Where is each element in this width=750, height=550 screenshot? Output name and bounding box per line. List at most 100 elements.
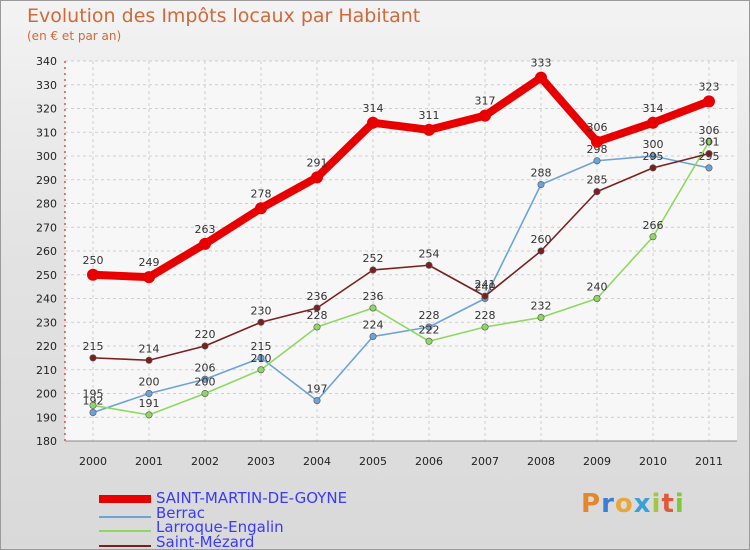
data-point [311, 171, 323, 184]
data-label: 300 [643, 138, 664, 151]
data-label: 197 [307, 383, 328, 396]
data-point [89, 354, 97, 362]
legend-label: SAINT-MARTIN-DE-GOYNE [156, 489, 348, 507]
y-tick-label: 230 [36, 316, 57, 329]
data-point [425, 337, 433, 345]
data-label: 241 [475, 278, 496, 291]
data-label: 236 [363, 290, 384, 303]
chart-title: Evolution des Impôts locaux par Habitant [27, 5, 421, 27]
y-tick-label: 180 [36, 435, 57, 448]
data-label: 254 [419, 247, 440, 260]
data-label: 206 [195, 361, 216, 374]
data-label: 260 [531, 233, 552, 246]
data-label: 214 [139, 342, 160, 355]
data-point [705, 164, 713, 172]
y-tick-label: 320 [36, 103, 57, 116]
data-point [257, 318, 265, 326]
x-tick-label: 2010 [639, 455, 667, 468]
data-point [425, 323, 433, 331]
data-point [537, 181, 545, 189]
data-point [649, 233, 657, 241]
data-label: 222 [419, 323, 440, 336]
y-tick-label: 340 [36, 55, 57, 68]
data-label: 323 [699, 80, 720, 93]
data-label: 215 [251, 340, 272, 353]
data-label: 228 [307, 309, 328, 322]
proxiti-logo: Proxiti [581, 489, 685, 519]
x-tick-label: 2011 [695, 455, 723, 468]
series-line-saint-m-zard [92, 152, 710, 362]
legend-label: Saint-Mézard [156, 533, 255, 550]
data-label: 228 [475, 309, 496, 322]
data-label: 192 [83, 395, 104, 408]
data-label: 250 [83, 254, 104, 267]
data-point [255, 202, 267, 215]
data-point [369, 304, 377, 312]
data-label: 230 [251, 304, 272, 317]
data-point [369, 266, 377, 274]
data-point [647, 116, 659, 129]
data-point [143, 271, 155, 284]
legend-item: Larroque-Engalin [1, 518, 301, 537]
data-label: 298 [587, 143, 608, 156]
data-point [649, 164, 657, 172]
data-label: 317 [475, 95, 496, 108]
data-point [201, 342, 209, 350]
data-label: 333 [531, 57, 552, 70]
x-tick-label: 2005 [359, 455, 387, 468]
data-point [89, 401, 97, 409]
y-tick-label: 260 [36, 245, 57, 258]
legend-swatch [99, 495, 151, 503]
series-line-saint-martin-de-goyne [89, 73, 713, 282]
legend-item: SAINT-MARTIN-DE-GOYNE [1, 489, 347, 508]
data-point [145, 411, 153, 419]
x-tick-label: 2009 [583, 455, 611, 468]
y-tick-label: 310 [36, 126, 57, 139]
y-tick-label: 280 [36, 198, 57, 211]
data-point [703, 95, 715, 108]
data-point [257, 354, 265, 362]
data-label: 295 [643, 150, 664, 163]
x-tick-label: 2007 [471, 455, 499, 468]
data-label: 314 [363, 102, 384, 115]
data-point [705, 138, 713, 146]
data-point [145, 389, 153, 397]
y-tick-label: 210 [36, 364, 57, 377]
data-label: 240 [587, 281, 608, 294]
legend-swatch [99, 530, 151, 532]
data-point [369, 332, 377, 340]
data-point [593, 157, 601, 165]
y-tick-label: 270 [36, 221, 57, 234]
data-point [537, 247, 545, 255]
data-point [479, 109, 491, 122]
data-point [481, 292, 489, 300]
data-label: 200 [139, 376, 160, 389]
y-tick-label: 190 [36, 411, 57, 424]
x-tick-label: 2002 [191, 455, 219, 468]
data-point [425, 261, 433, 269]
data-label: 252 [363, 252, 384, 265]
y-tick-label: 330 [36, 79, 57, 92]
data-label: 311 [419, 109, 440, 122]
legend-label: Berrac [156, 504, 206, 522]
data-point [201, 389, 209, 397]
x-tick-label: 2003 [247, 455, 275, 468]
data-label: 314 [643, 102, 664, 115]
data-point [87, 268, 99, 281]
data-point [593, 294, 601, 302]
data-point [593, 188, 601, 196]
data-label: 288 [531, 167, 552, 180]
data-label: 240 [475, 281, 496, 294]
x-tick-label: 2001 [135, 455, 163, 468]
data-label: 278 [251, 187, 272, 200]
data-point [705, 150, 713, 158]
data-label: 228 [419, 309, 440, 322]
data-label: 306 [699, 124, 720, 137]
data-point [649, 152, 657, 160]
data-label: 200 [195, 376, 216, 389]
data-label: 306 [587, 121, 608, 134]
y-tick-label: 300 [36, 150, 57, 163]
data-label: 195 [83, 387, 104, 400]
